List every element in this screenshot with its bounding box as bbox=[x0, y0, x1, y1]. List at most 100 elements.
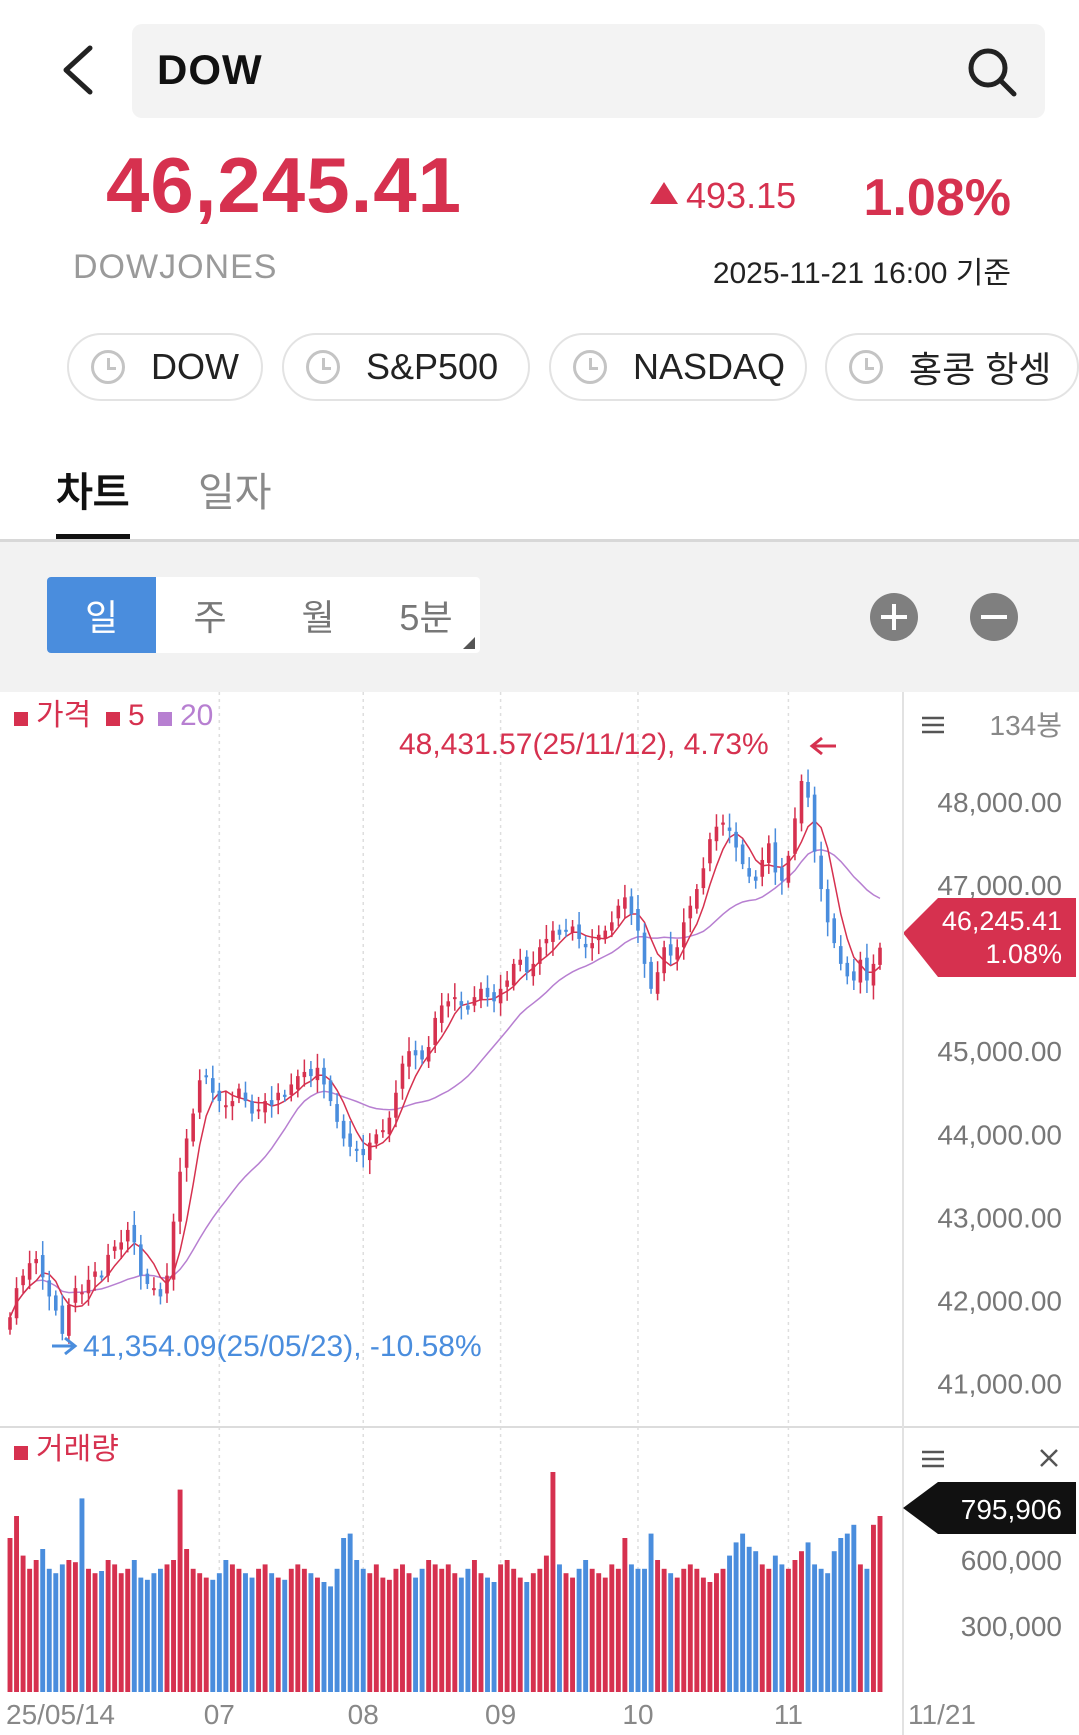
legend-label-ma20: 20 bbox=[180, 699, 213, 732]
candle-body bbox=[21, 1275, 25, 1286]
candle-body bbox=[132, 1224, 137, 1243]
index-pill-nasdaq[interactable]: NASDAQ bbox=[549, 333, 807, 401]
volume-bar bbox=[452, 1573, 458, 1692]
candle-body bbox=[871, 963, 876, 986]
candle bbox=[616, 899, 621, 927]
time-tick-label: 10 bbox=[622, 1699, 653, 1730]
candle bbox=[708, 832, 712, 872]
tab-chart[interactable]: 차트 bbox=[56, 471, 130, 515]
price-axis-ticks: 48,000.00 47,000.00 45,000.00 44,000.00 43,0… bbox=[937, 787, 1062, 1400]
index-pill-dow[interactable]: DOW bbox=[67, 333, 263, 401]
candle bbox=[407, 1037, 411, 1080]
high-annotation: 48,431.57(25/11/12), 4.73% bbox=[399, 728, 836, 761]
candle-body bbox=[734, 831, 738, 848]
volume-bar bbox=[341, 1538, 347, 1692]
volume-menu-icon[interactable] bbox=[922, 1450, 944, 1468]
index-name: DOWJONES bbox=[73, 248, 278, 286]
period-week-button[interactable]: 주 bbox=[193, 597, 227, 638]
volume-bar bbox=[171, 1560, 176, 1692]
candle-body bbox=[570, 926, 575, 933]
period-day-button[interactable]: 일 bbox=[47, 577, 156, 653]
price-legend: 가격 5 20 bbox=[14, 699, 213, 732]
candle bbox=[780, 857, 784, 895]
candle-body bbox=[610, 922, 614, 931]
volume-bar bbox=[125, 1568, 131, 1692]
period-month-button[interactable]: 월 bbox=[301, 597, 335, 638]
candle bbox=[158, 1282, 163, 1305]
candle bbox=[551, 921, 555, 956]
volume-bar bbox=[373, 1564, 379, 1692]
volume-bar bbox=[537, 1568, 543, 1692]
candle bbox=[655, 961, 660, 1001]
candle bbox=[636, 895, 640, 944]
candle bbox=[230, 1091, 235, 1121]
volume-bar bbox=[46, 1568, 52, 1692]
search-bar[interactable]: DOW bbox=[132, 24, 1045, 118]
legend-swatch-ma20 bbox=[158, 712, 172, 726]
legend-swatch-ma5 bbox=[106, 712, 120, 726]
index-pill-hangseng[interactable]: 홍콩 항셍 bbox=[825, 333, 1079, 401]
volume-bar bbox=[190, 1568, 196, 1692]
clock-icon bbox=[573, 350, 607, 384]
candle bbox=[47, 1270, 52, 1311]
candle bbox=[838, 935, 843, 971]
menu-icon[interactable] bbox=[922, 716, 944, 734]
volume-bar bbox=[105, 1560, 111, 1692]
volume-bar bbox=[321, 1582, 327, 1692]
candle bbox=[865, 943, 869, 993]
price-tick-label: 48,000.00 bbox=[937, 787, 1062, 818]
volume-bar bbox=[694, 1568, 700, 1692]
volume-bar bbox=[79, 1498, 85, 1692]
candle bbox=[766, 835, 771, 874]
candle-body bbox=[557, 929, 562, 935]
volume-bar bbox=[851, 1524, 857, 1692]
close-icon[interactable] bbox=[1040, 1449, 1058, 1467]
volume-bar bbox=[66, 1560, 72, 1692]
candle-body bbox=[688, 905, 693, 919]
tab-daily[interactable]: 일자 bbox=[198, 471, 272, 515]
volume-bar bbox=[818, 1568, 824, 1692]
index-pill-sp500[interactable]: S&P500 bbox=[282, 333, 530, 401]
candle bbox=[577, 912, 581, 949]
volume-bar bbox=[714, 1573, 719, 1692]
search-icon[interactable] bbox=[964, 44, 1020, 100]
volume-bar bbox=[203, 1577, 209, 1692]
candle-body bbox=[27, 1263, 32, 1280]
candle-body bbox=[695, 889, 699, 909]
volume-bar bbox=[785, 1568, 791, 1692]
candle bbox=[328, 1075, 333, 1107]
volume-bar bbox=[655, 1560, 661, 1692]
candle-body bbox=[67, 1304, 71, 1336]
legend-label-ma5: 5 bbox=[128, 699, 145, 732]
volume-bar bbox=[485, 1577, 490, 1692]
candle-body bbox=[531, 963, 536, 977]
back-button[interactable] bbox=[50, 30, 110, 110]
volume-bar bbox=[727, 1555, 733, 1692]
price-chart[interactable]: 가격 5 20 134봉 48,000.00 47,000.00 45,000.00… bbox=[0, 692, 1079, 1735]
time-tick-label: 09 bbox=[485, 1699, 516, 1730]
volume-bar bbox=[393, 1568, 399, 1692]
candle bbox=[570, 919, 575, 941]
volume-bar bbox=[857, 1564, 863, 1692]
candle-body bbox=[492, 992, 496, 1002]
candle-body bbox=[623, 897, 627, 909]
volume-bar bbox=[498, 1564, 504, 1692]
zoom-in-button[interactable] bbox=[870, 593, 918, 641]
candle-body bbox=[773, 842, 778, 873]
period-5min-button[interactable]: 5분 bbox=[399, 597, 453, 638]
volume-bar bbox=[550, 1472, 556, 1692]
volume-bar bbox=[681, 1568, 687, 1692]
period-more-corner-icon[interactable] bbox=[463, 637, 475, 649]
time-tick-label: 11 bbox=[774, 1699, 803, 1730]
volume-bar bbox=[184, 1549, 190, 1692]
candle bbox=[276, 1083, 280, 1115]
zoom-out-button[interactable] bbox=[970, 593, 1018, 641]
index-pill-label: DOW bbox=[151, 346, 239, 387]
search-input[interactable]: DOW bbox=[157, 46, 263, 93]
candle bbox=[381, 1119, 385, 1138]
candle bbox=[354, 1140, 359, 1162]
candle bbox=[701, 857, 706, 895]
volume-bar bbox=[583, 1560, 589, 1692]
candle-body bbox=[865, 957, 869, 981]
candle-body bbox=[479, 988, 483, 1001]
